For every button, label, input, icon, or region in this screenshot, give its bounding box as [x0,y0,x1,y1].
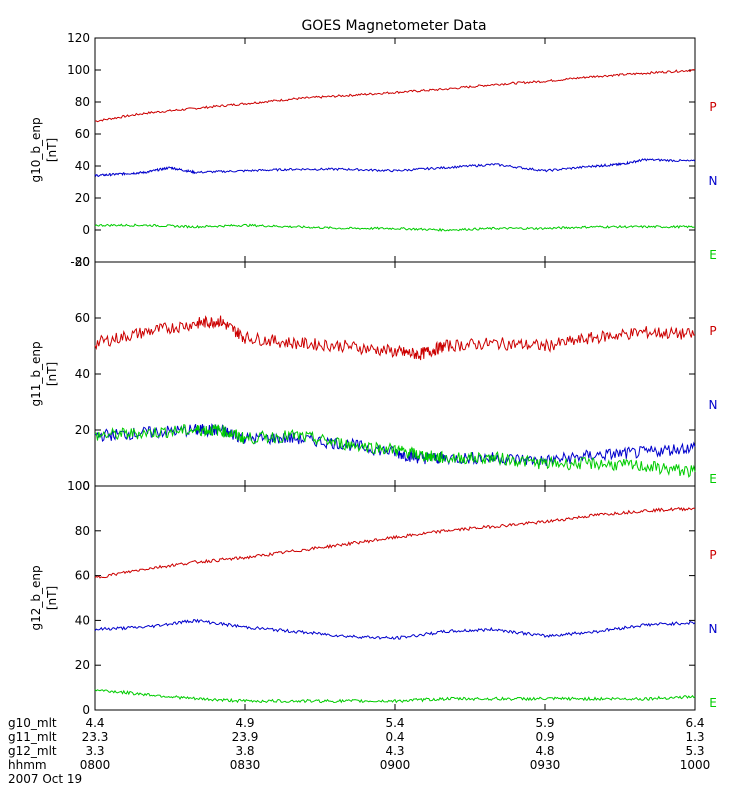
component-label-p: P [709,324,716,338]
y-tick-label: 100 [67,63,90,77]
series-line-n [94,618,696,640]
component-label-p: P [709,100,716,114]
y-tick-label: 80 [75,255,90,269]
series-line-p [94,69,696,123]
y-tick-label: 40 [75,159,90,173]
component-label-e: E [709,472,717,486]
y-axis-label: g11_b_enp [29,341,43,406]
x-tick-label: 6.4 [685,716,704,730]
y-axis-unit: [nT] [45,362,59,386]
panel-2: 0 20 40 60 80 g11_b_enp [nT] P N E [29,255,717,493]
component-label-p: P [709,548,716,562]
component-label-n: N [709,622,718,636]
component-label-n: N [709,398,718,412]
panel-1: -20 0 20 40 60 80 100 120 g10_b_enp [nT] P N E [29,31,717,269]
x-tick-label: 0930 [530,758,561,772]
x-tick-label: 0.4 [385,730,404,744]
y-axis-label: g12_b_enp [29,565,43,630]
x-tick-label: 0830 [230,758,261,772]
y-tick-label: 20 [75,658,90,672]
x-row-label: g11_mlt [8,730,57,744]
x-tick-label: 23.9 [232,730,259,744]
series-line-e [94,424,696,478]
y-axis-unit: [nT] [45,586,59,610]
x-axis-row: g11_mlt 23.3 23.9 0.4 0.9 1.3 [8,730,705,744]
series-line-n [94,158,696,178]
panel-frame [94,485,696,711]
x-row-label: hhmm [8,758,47,772]
x-tick-label: 4.9 [235,716,254,730]
y-tick-label: 120 [67,31,90,45]
series-line-e [94,223,696,232]
x-tick-label: 4.4 [85,716,104,730]
x-row-label: g10_mlt [8,716,57,730]
x-tick-label: 5.4 [385,716,404,730]
x-tick-label: 3.8 [235,744,254,758]
series-line-e [94,689,696,704]
component-label-e: E [709,696,717,710]
y-tick-label: 80 [75,524,90,538]
date-label: 2007 Oct 19 [8,772,82,786]
y-tick-label: 60 [75,127,90,141]
x-tick-label: 5.3 [685,744,704,758]
x-tick-label: 5.9 [535,716,554,730]
x-axis-row: hhmm 0800 0830 0900 0930 1000 [8,758,710,772]
panel-frame [94,37,696,263]
chart-title: GOES Magnetometer Data [301,18,486,34]
component-label-e: E [709,248,717,262]
x-tick-label: 1000 [680,758,711,772]
x-tick-label: 0800 [80,758,111,772]
y-tick-label: 0 [82,223,90,237]
y-tick-label: 60 [75,311,90,325]
series-line-p [94,315,696,361]
y-axis-unit: [nT] [45,138,59,162]
panel-3: 0 20 40 60 80 100 g12_b_enp [nT] P N E [29,479,717,717]
series-line-p [94,507,696,579]
y-tick-label: 0 [82,703,90,717]
x-tick-label: 4.8 [535,744,554,758]
x-axis-row: g10_mlt 4.4 4.9 5.4 5.9 6.4 [8,716,705,730]
x-tick-label: 4.3 [385,744,404,758]
y-tick-label: 20 [75,191,90,205]
y-tick-label: -20 [70,255,90,269]
x-axis-row: g12_mlt 3.3 3.8 4.3 4.8 5.3 [8,744,705,758]
x-tick-label: 0.9 [535,730,554,744]
x-row-label: g12_mlt [8,744,57,758]
y-tick-label: 100 [67,479,90,493]
y-tick-label: 40 [75,613,90,627]
x-tick-label: 23.3 [82,730,109,744]
y-tick-label: 20 [75,423,90,437]
y-axis-label: g10_b_enp [29,117,43,182]
y-tick-label: 40 [75,367,90,381]
y-tick-label: 0 [82,479,90,493]
y-tick-label: 80 [75,95,90,109]
x-tick-label: 3.3 [85,744,104,758]
x-tick-label: 0900 [380,758,411,772]
x-tick-label: 1.3 [685,730,704,744]
series-line-n [94,423,696,466]
component-label-n: N [709,174,718,188]
panel-frame [94,261,696,487]
y-tick-label: 60 [75,569,90,583]
